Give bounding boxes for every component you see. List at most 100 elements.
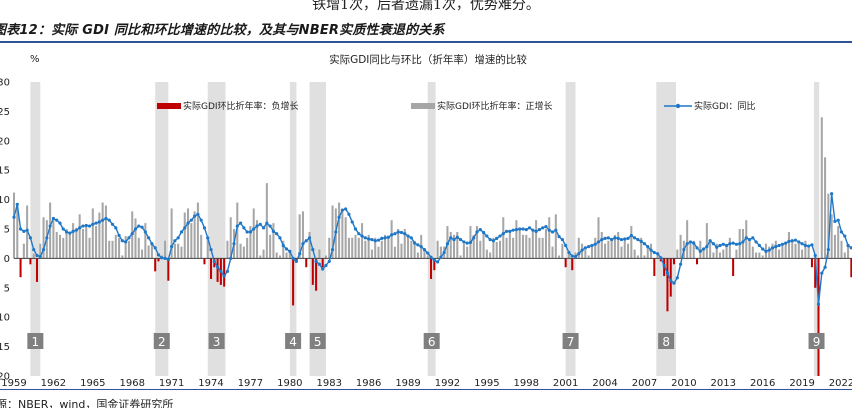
yoy-point <box>245 230 249 234</box>
title-rule <box>0 41 852 43</box>
yoy-point <box>777 243 781 248</box>
bar-positive <box>521 234 524 259</box>
bar-positive <box>200 234 203 259</box>
yoy-point <box>48 224 52 228</box>
yoy-point <box>656 252 660 256</box>
recession-label: 2 <box>158 335 166 349</box>
bar-positive <box>459 255 462 259</box>
bar-positive <box>794 243 797 259</box>
bar-positive <box>32 253 35 259</box>
bar-negative <box>35 258 39 282</box>
bar-positive <box>347 237 350 259</box>
bar-positive <box>735 249 738 259</box>
bar-positive <box>393 246 396 259</box>
yoy-point <box>419 245 423 249</box>
yoy-point <box>626 236 630 241</box>
bar-negative <box>817 258 820 376</box>
yoy-point <box>278 236 282 240</box>
bar-positive <box>42 217 45 259</box>
bar-positive <box>423 249 426 259</box>
yoy-point <box>524 227 528 232</box>
x-tick-label: 1974 <box>198 378 223 389</box>
bar-positive <box>702 249 705 259</box>
yoy-point <box>790 239 794 243</box>
bar-positive <box>16 205 19 259</box>
bar-positive <box>718 252 722 259</box>
body-text-line: 铁增1次，后者遗漏1次，优势难分。 <box>312 0 540 13</box>
yoy-point <box>18 227 23 231</box>
bar-positive <box>623 237 626 259</box>
yoy-point <box>330 247 335 252</box>
yoy-point <box>678 262 683 266</box>
yoy-point <box>504 229 509 233</box>
bar-positive <box>278 255 281 259</box>
bar-positive <box>498 240 502 259</box>
recession-label-box <box>27 333 44 349</box>
recession-label: 9 <box>813 335 821 349</box>
yoy-point <box>101 218 105 222</box>
source-rule <box>0 389 852 390</box>
bar-positive <box>367 234 370 259</box>
x-tick-label: 1992 <box>435 378 460 389</box>
yoy-point <box>495 236 499 241</box>
yoy-point <box>275 232 279 236</box>
yoy-point <box>508 229 512 233</box>
bar-negative <box>315 258 318 291</box>
bar-positive <box>377 246 380 259</box>
bar-negative <box>292 258 295 306</box>
yoy-point <box>94 221 98 225</box>
bar-positive <box>95 226 98 259</box>
line-series <box>12 192 852 306</box>
x-tick-label: 1965 <box>80 378 105 389</box>
y-tick-label: 0 <box>4 254 10 265</box>
bar-negative <box>29 258 32 265</box>
bar-positive <box>436 240 439 259</box>
bar-positive <box>259 255 262 259</box>
yoy-point <box>587 245 591 249</box>
yoy-point <box>606 236 610 240</box>
yoy-point <box>468 240 473 245</box>
yoy-point <box>816 302 821 306</box>
yoy-point <box>176 236 180 240</box>
bar-positive <box>387 237 390 259</box>
yoy-point <box>229 256 233 260</box>
yoy-point <box>193 214 197 218</box>
yoy-point <box>472 236 476 240</box>
yoy-point <box>688 240 693 244</box>
yoy-point <box>639 239 643 243</box>
recession-label: 6 <box>428 335 436 349</box>
x-axis: 1959 1962 1965 1968 1971 1974 1977 1980 1983 1986… <box>1 378 852 389</box>
bar-negative <box>850 258 852 278</box>
bar-positive <box>728 237 731 259</box>
yoy-point <box>583 246 587 250</box>
x-tick-label: 1998 <box>514 378 539 389</box>
bar-positive <box>646 246 649 259</box>
bar-positive <box>479 240 482 259</box>
bar-positive <box>246 237 249 259</box>
yoy-point <box>531 228 535 232</box>
bar-positive <box>837 226 840 259</box>
bar-positive <box>78 214 81 259</box>
recession-label: 1 <box>32 335 40 349</box>
x-tick-label: 1971 <box>159 378 184 389</box>
bar-positive <box>164 240 167 259</box>
y-tick-label: 20 <box>0 372 10 383</box>
yoy-point <box>150 242 154 246</box>
yoy-point <box>564 243 568 248</box>
bar-positive <box>554 214 557 259</box>
bar-positive <box>269 234 272 259</box>
yoy-point <box>383 236 387 240</box>
recession-band <box>155 82 169 376</box>
bar-positive <box>505 237 508 259</box>
yoy-point <box>304 239 308 243</box>
yoy-point <box>206 236 210 240</box>
yoy-point <box>347 212 351 216</box>
bar-positive <box>400 243 403 259</box>
yoy-point <box>64 230 69 234</box>
bar-negative <box>669 258 672 297</box>
yoy-point <box>797 240 801 244</box>
yoy-point <box>130 232 134 236</box>
bar-positive <box>255 220 259 259</box>
